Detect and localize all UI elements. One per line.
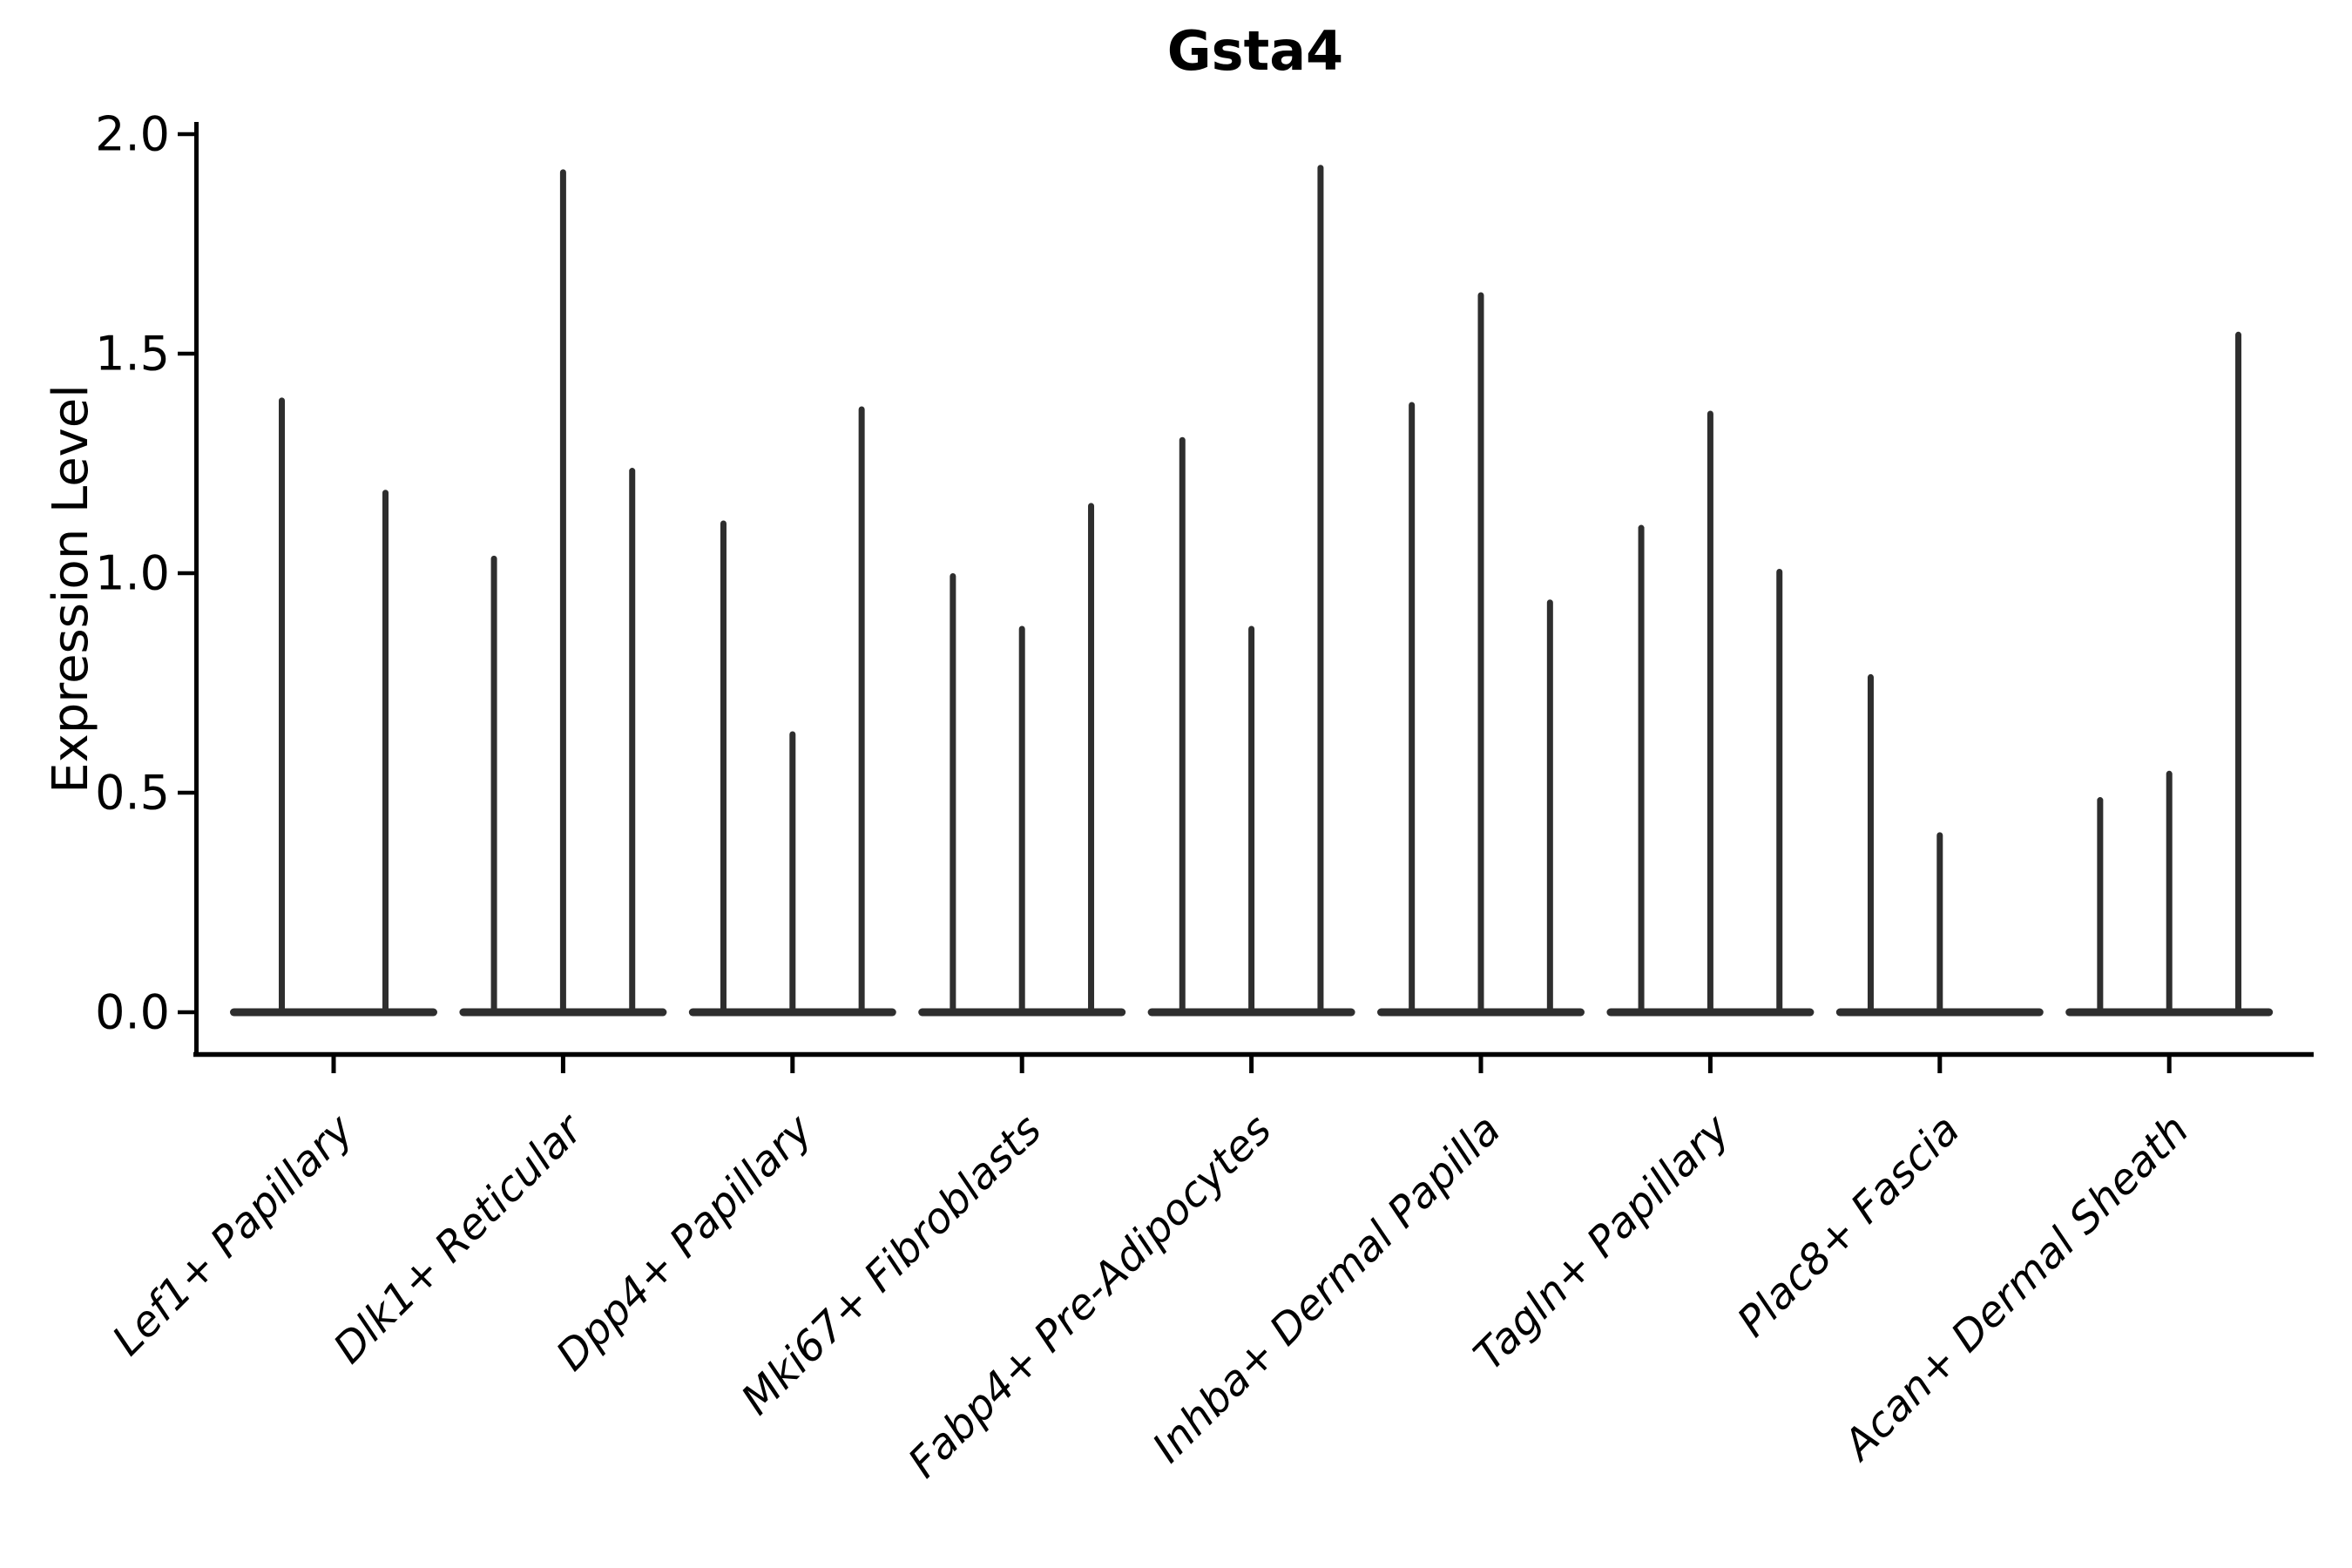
x-tick-label-plac8-fascia: Plac8+ Fascia	[1728, 1105, 1970, 1347]
x-tick-label-dlk1-reticular: Dlk1+ Reticular	[324, 1104, 594, 1374]
violin-spike	[490, 555, 497, 1016]
violin-spike	[382, 490, 389, 1016]
violin-base	[230, 1008, 437, 1017]
violin-spike	[1477, 292, 1484, 1016]
violin-spike	[720, 520, 727, 1016]
violin-spike	[279, 397, 285, 1016]
y-tick-label-1.5: 1.5	[95, 327, 170, 382]
violin-spike	[1936, 832, 1943, 1016]
violin-spike	[1707, 410, 1713, 1016]
violin-spike	[789, 731, 796, 1016]
violin-spike	[2166, 770, 2173, 1016]
x-tick-label-tagln-papillary: Tagln+ Papillary	[1464, 1105, 1740, 1380]
violin-spike	[1546, 599, 1553, 1016]
violin-spike	[950, 573, 956, 1016]
violin-spike	[1776, 568, 1783, 1016]
violin-spike	[1867, 673, 1874, 1016]
violin-spike	[559, 169, 566, 1016]
violin-spike	[1179, 436, 1186, 1016]
y-tick-label-1.0: 1.0	[95, 546, 170, 601]
x-tick-label-dpp4-papillary: Dpp4+ Papillary	[547, 1105, 822, 1380]
violin-spike	[1638, 524, 1645, 1016]
x-tick-label-fabp4-pre-adipocytes: Fabp4+ Pre-Adipocytes	[899, 1105, 1281, 1488]
violin-spike	[629, 468, 636, 1016]
violin-spike	[2097, 797, 2104, 1016]
y-axis-label: Expression Level	[43, 384, 99, 794]
chart-title: Gsta4	[1167, 19, 1343, 83]
violin-spike	[1088, 503, 1095, 1016]
y-tick-label-0.5: 0.5	[95, 766, 170, 821]
plot-marks	[178, 122, 2314, 1073]
violin-spike	[1248, 625, 1255, 1016]
violin-spike	[858, 406, 865, 1017]
x-tick-label-lef1-papillary: Lef1+ Papillary	[103, 1105, 363, 1365]
violin-spike	[1317, 165, 1324, 1016]
y-tick-label-0.0: 0.0	[95, 985, 170, 1040]
y-tick-label-2.0: 2.0	[95, 107, 170, 162]
violin-spike	[2235, 331, 2242, 1016]
violin-spike	[1409, 402, 1416, 1016]
violin-spike	[1018, 625, 1025, 1016]
